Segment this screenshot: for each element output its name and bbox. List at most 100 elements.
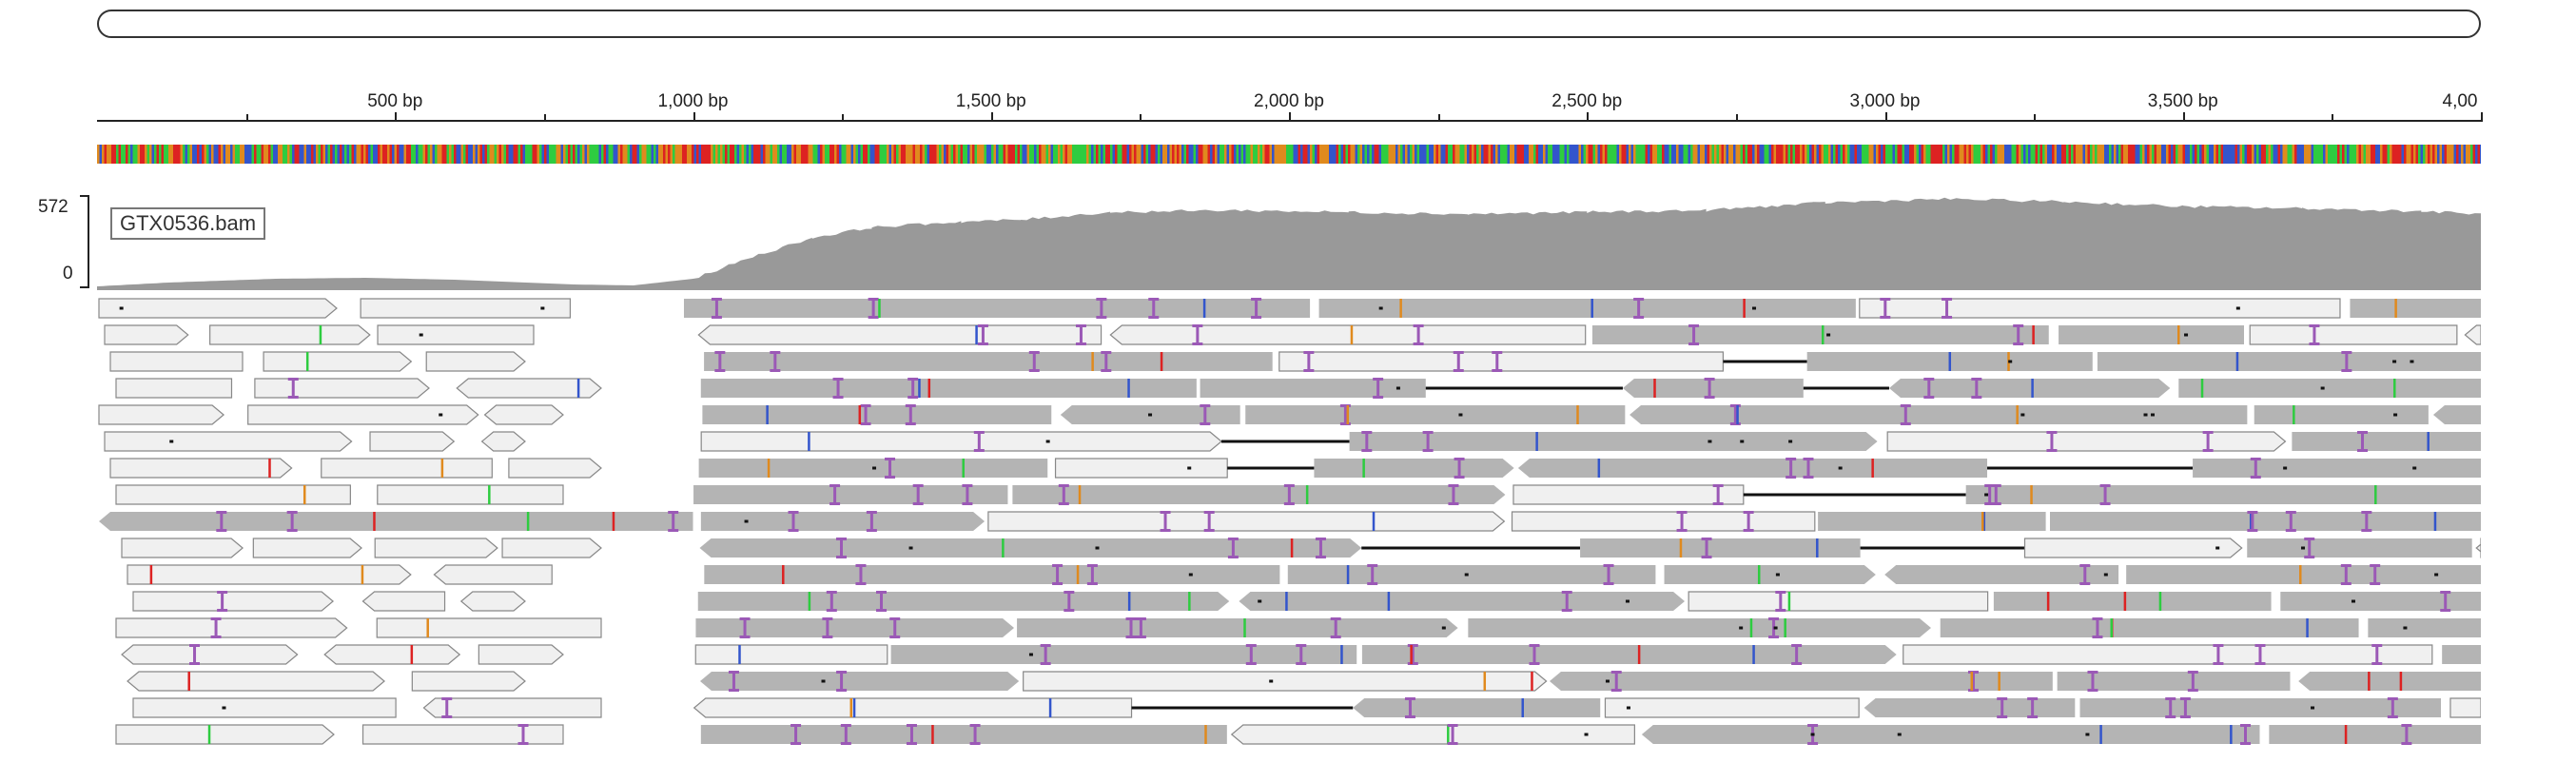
- read: [1017, 618, 1458, 637]
- reference-base: [1678, 145, 1682, 164]
- reference-base: [1840, 145, 1844, 164]
- insertion-marker: [1903, 404, 1907, 425]
- read: [1688, 591, 1989, 612]
- reference-base: [2415, 145, 2419, 164]
- reference-base: [197, 145, 200, 164]
- reference-base: [1391, 145, 1394, 164]
- reference-base: [815, 145, 818, 164]
- reference-base: [1462, 145, 1465, 164]
- reference-base: [370, 145, 374, 164]
- insertion-marker: [1453, 351, 1464, 354]
- reference-base: [2095, 145, 2098, 164]
- reference-base: [1711, 145, 1715, 164]
- mismatch-marker: [1447, 725, 1450, 744]
- reference-base: [2177, 145, 2181, 164]
- mismatch-marker: [2368, 672, 2371, 691]
- reference-base: [1486, 145, 1489, 164]
- reference-base: [349, 145, 352, 164]
- reference-base: [2258, 145, 2262, 164]
- reference-base: [1445, 145, 1449, 164]
- track-label[interactable]: GTX0536.bam: [110, 207, 266, 240]
- reference-base: [166, 145, 169, 164]
- reference-base: [1141, 145, 1144, 164]
- reference-base: [1973, 145, 1977, 164]
- reference-base: [437, 145, 440, 164]
- mismatch-marker: [1749, 618, 1753, 637]
- reference-base: [2356, 145, 2359, 164]
- ruler-minor-tick: [1140, 114, 1142, 122]
- reference-base: [1162, 145, 1165, 164]
- insertion-marker: [2092, 617, 2103, 620]
- read: [360, 298, 572, 319]
- alignment-reads-track[interactable]: [97, 295, 2481, 763]
- reference-base: [551, 145, 555, 164]
- reference-base: [1283, 145, 1287, 164]
- read: [132, 591, 335, 612]
- insertion-marker: [1129, 617, 1133, 638]
- reference-base: [906, 145, 908, 164]
- insertion-marker: [1407, 644, 1418, 647]
- reference-base: [615, 145, 618, 164]
- reference-base: [1376, 145, 1379, 164]
- reference-base: [1535, 145, 1539, 164]
- reference-base: [206, 145, 209, 164]
- reference-base: [679, 145, 683, 164]
- insertion-marker: [1404, 715, 1415, 718]
- reference-base: [939, 145, 942, 164]
- reference-base: [1862, 145, 1864, 164]
- read: [683, 299, 1311, 318]
- reference-base: [727, 145, 731, 164]
- reference-base: [1890, 145, 1893, 164]
- read: [361, 724, 564, 745]
- insertion-marker: [2187, 671, 2198, 674]
- insertion-marker: [1633, 316, 1645, 319]
- mismatch-marker: [1048, 698, 1052, 717]
- reference-base: [2268, 145, 2272, 164]
- insertion-marker: [835, 538, 847, 540]
- read: [697, 592, 1230, 611]
- reference-base: [808, 145, 811, 164]
- reference-base: [240, 145, 243, 164]
- read: [1664, 565, 1876, 584]
- insertion-marker: [739, 636, 751, 638]
- reference-base: [99, 145, 103, 164]
- insertion-marker: [1376, 378, 1380, 399]
- reference-base: [1058, 145, 1061, 164]
- reference-base: [1359, 145, 1363, 164]
- mismatch-marker: [2158, 592, 2162, 611]
- reference-base: [2475, 145, 2478, 164]
- reference-base: [418, 145, 421, 164]
- reference-base: [613, 145, 616, 164]
- insertion-marker: [1283, 502, 1295, 505]
- reference-base: [879, 145, 883, 164]
- reference-base: [430, 145, 433, 164]
- reference-base: [2196, 145, 2200, 164]
- reference-base: [1402, 145, 1406, 164]
- reference-base: [1754, 145, 1758, 164]
- reference-base: [2458, 145, 2462, 164]
- insertion-marker: [1492, 351, 1503, 354]
- reference-base: [1564, 145, 1568, 164]
- reference-base: [2028, 145, 2031, 164]
- reference-base: [2299, 145, 2302, 164]
- insertion-marker: [1988, 484, 1992, 505]
- read: [247, 404, 479, 425]
- reference-base: [696, 145, 699, 164]
- mismatch-marker: [2176, 325, 2180, 344]
- reference-base: [494, 145, 498, 164]
- genome-overview-bar[interactable]: [97, 10, 2481, 38]
- insertion-marker: [860, 422, 871, 425]
- reference-base: [972, 145, 975, 164]
- reference-base: [508, 145, 512, 164]
- reference-base: [2244, 145, 2248, 164]
- reference-base: [268, 145, 271, 164]
- insertion-marker: [1251, 298, 1262, 301]
- read: [254, 378, 430, 399]
- reference-base: [1686, 145, 1688, 164]
- reference-base: [1921, 145, 1924, 164]
- reference-base: [1210, 145, 1213, 164]
- reference-base: [221, 145, 224, 164]
- reference-base: [749, 145, 751, 164]
- deletion-marker: [1838, 466, 1843, 470]
- reference-base: [2209, 145, 2212, 164]
